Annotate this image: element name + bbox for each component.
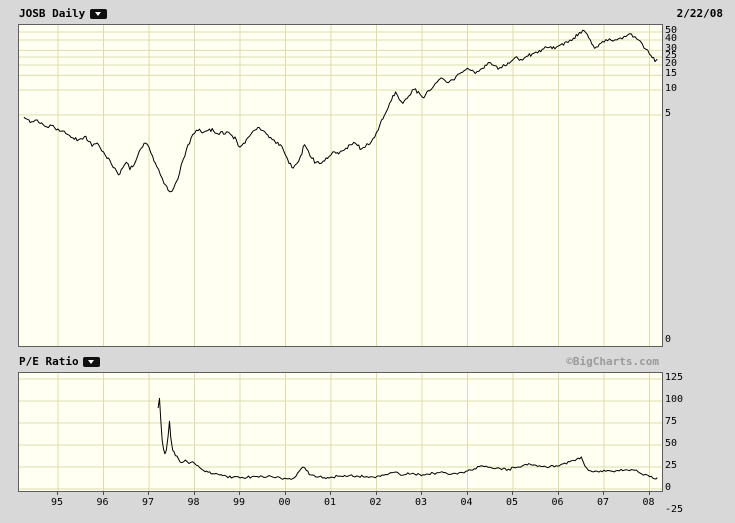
x-year-label: 08	[642, 497, 655, 508]
price-chart-menu-button[interactable]	[90, 9, 107, 19]
price-y-tick-label: 15	[665, 68, 678, 80]
x-axis-tick	[648, 491, 650, 495]
price-y-tick-label: 10	[665, 83, 678, 95]
x-axis-tick	[239, 491, 240, 495]
x-year-label: 97	[141, 497, 155, 508]
chart-date: 2/22/08	[676, 7, 723, 20]
x-axis-tick	[193, 491, 195, 495]
price-y-tick-label: 40	[665, 33, 678, 45]
pe-menu-button[interactable]	[83, 357, 100, 367]
x-year-label: 99	[232, 497, 246, 508]
price-y-tick-label: 30	[665, 43, 678, 55]
x-year-label: 05	[505, 497, 519, 508]
bigcharts-watermark: ©BigCharts.com	[566, 355, 659, 368]
price-y-tick-label: 25	[665, 50, 678, 61]
JOSB-series-line	[23, 29, 658, 193]
pe-y-tick-label: 0	[665, 482, 672, 493]
pe-chart	[19, 373, 662, 491]
x-year-label: 95	[50, 497, 64, 508]
x-axis-tick	[603, 491, 604, 495]
x-year-label: 01	[323, 497, 337, 508]
pe-title: P/E Ratio	[19, 355, 79, 368]
x-axis-tick	[284, 491, 286, 495]
x-axis-tick	[512, 491, 513, 495]
price-y-tick-label: 50	[665, 25, 678, 36]
x-axis-tick	[57, 491, 58, 495]
symbol-title: JOSB Daily	[19, 7, 86, 20]
x-year-label: 02	[369, 497, 382, 508]
pe-y-tick-label: -25	[665, 504, 684, 515]
P/E-series-line	[157, 397, 658, 480]
x-axis-tick	[557, 491, 559, 495]
price-y-tick-label: 0	[665, 334, 672, 345]
x-year-label: 06	[551, 497, 564, 508]
x-axis-tick	[148, 491, 149, 495]
price-chart-panel	[18, 24, 663, 347]
price-chart-header-bar: JOSB Daily 2/22/08	[0, 0, 735, 24]
pe-y-tick-label: 25	[665, 460, 678, 471]
x-axis-tick	[102, 491, 104, 495]
pe-chart-panel	[18, 372, 663, 492]
x-axis-tick	[330, 491, 331, 495]
x-axis-tick	[375, 491, 377, 495]
pe-y-tick-label: 125	[665, 372, 684, 383]
pe-y-tick-label: 75	[665, 416, 678, 427]
price-chart	[19, 25, 662, 346]
pe-y-tick-label: 100	[665, 394, 684, 405]
x-axis-tick	[466, 491, 468, 495]
price-y-tick-label: 5	[665, 108, 672, 120]
x-year-label: 07	[596, 497, 610, 508]
x-year-label: 98	[187, 497, 200, 508]
x-year-label: 96	[96, 497, 109, 508]
pe-header-bar: P/E Ratio ©BigCharts.com	[0, 348, 735, 372]
x-year-label: 03	[414, 497, 428, 508]
x-year-label: 00	[278, 497, 291, 508]
x-axis-tick	[421, 491, 422, 495]
pe-y-tick-label: 50	[665, 438, 678, 449]
x-year-label: 04	[460, 497, 473, 508]
price-y-tick-label: 20	[665, 58, 678, 70]
